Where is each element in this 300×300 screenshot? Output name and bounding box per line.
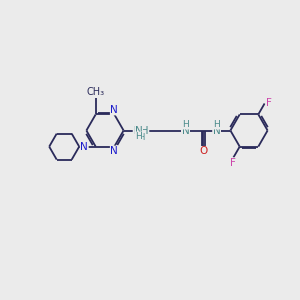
Text: H: H — [138, 133, 145, 142]
Text: NH: NH — [133, 125, 149, 136]
Text: N: N — [80, 142, 88, 152]
Text: CH₃: CH₃ — [87, 88, 105, 98]
Text: F: F — [266, 98, 272, 109]
Text: N: N — [110, 146, 118, 156]
Text: N: N — [182, 125, 189, 136]
Text: H: H — [135, 132, 142, 141]
Text: F: F — [230, 158, 236, 168]
Text: O: O — [199, 146, 208, 157]
Text: H: H — [182, 120, 189, 129]
Text: H: H — [213, 120, 220, 129]
Text: N: N — [135, 125, 142, 136]
Text: N: N — [213, 125, 220, 136]
Text: N: N — [110, 105, 118, 115]
